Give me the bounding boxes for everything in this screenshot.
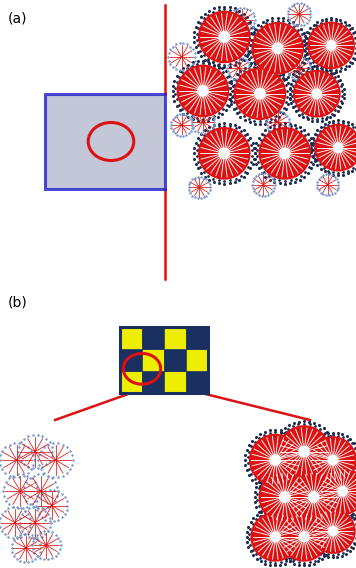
Circle shape xyxy=(299,532,309,542)
Text: (a): (a) xyxy=(8,12,27,26)
Bar xyxy=(45,94,165,189)
Circle shape xyxy=(250,435,301,486)
Circle shape xyxy=(329,527,337,536)
Circle shape xyxy=(199,11,250,62)
Circle shape xyxy=(319,468,356,515)
Text: (b): (b) xyxy=(8,296,28,310)
Bar xyxy=(120,327,142,349)
Bar xyxy=(120,327,208,393)
Bar xyxy=(120,349,142,371)
Circle shape xyxy=(310,437,356,483)
Circle shape xyxy=(198,86,208,96)
Bar xyxy=(142,349,164,371)
Circle shape xyxy=(270,455,281,465)
Circle shape xyxy=(199,128,250,179)
Circle shape xyxy=(294,70,340,117)
Circle shape xyxy=(219,32,229,42)
Bar xyxy=(142,327,164,349)
Circle shape xyxy=(259,471,310,523)
Bar xyxy=(142,371,164,393)
Circle shape xyxy=(311,509,355,553)
Circle shape xyxy=(326,41,336,50)
Circle shape xyxy=(312,89,321,98)
Circle shape xyxy=(299,446,309,457)
Circle shape xyxy=(177,65,229,116)
Bar xyxy=(164,349,186,371)
Bar xyxy=(186,349,208,371)
Circle shape xyxy=(251,512,299,561)
Circle shape xyxy=(334,143,343,152)
Circle shape xyxy=(278,426,330,477)
Bar xyxy=(186,327,208,349)
Circle shape xyxy=(288,471,339,523)
Circle shape xyxy=(328,456,337,465)
Circle shape xyxy=(273,43,283,53)
Circle shape xyxy=(338,487,347,496)
Bar xyxy=(164,327,186,349)
Circle shape xyxy=(308,22,354,69)
Circle shape xyxy=(280,512,328,561)
Circle shape xyxy=(255,89,265,99)
Circle shape xyxy=(234,68,286,119)
Circle shape xyxy=(309,492,319,502)
Circle shape xyxy=(315,124,356,171)
Bar xyxy=(120,371,142,393)
Circle shape xyxy=(259,128,310,179)
Circle shape xyxy=(219,148,229,158)
Circle shape xyxy=(280,148,290,158)
Circle shape xyxy=(252,23,303,74)
Circle shape xyxy=(280,492,290,502)
Bar xyxy=(186,371,208,393)
Circle shape xyxy=(271,532,280,542)
Bar xyxy=(164,371,186,393)
